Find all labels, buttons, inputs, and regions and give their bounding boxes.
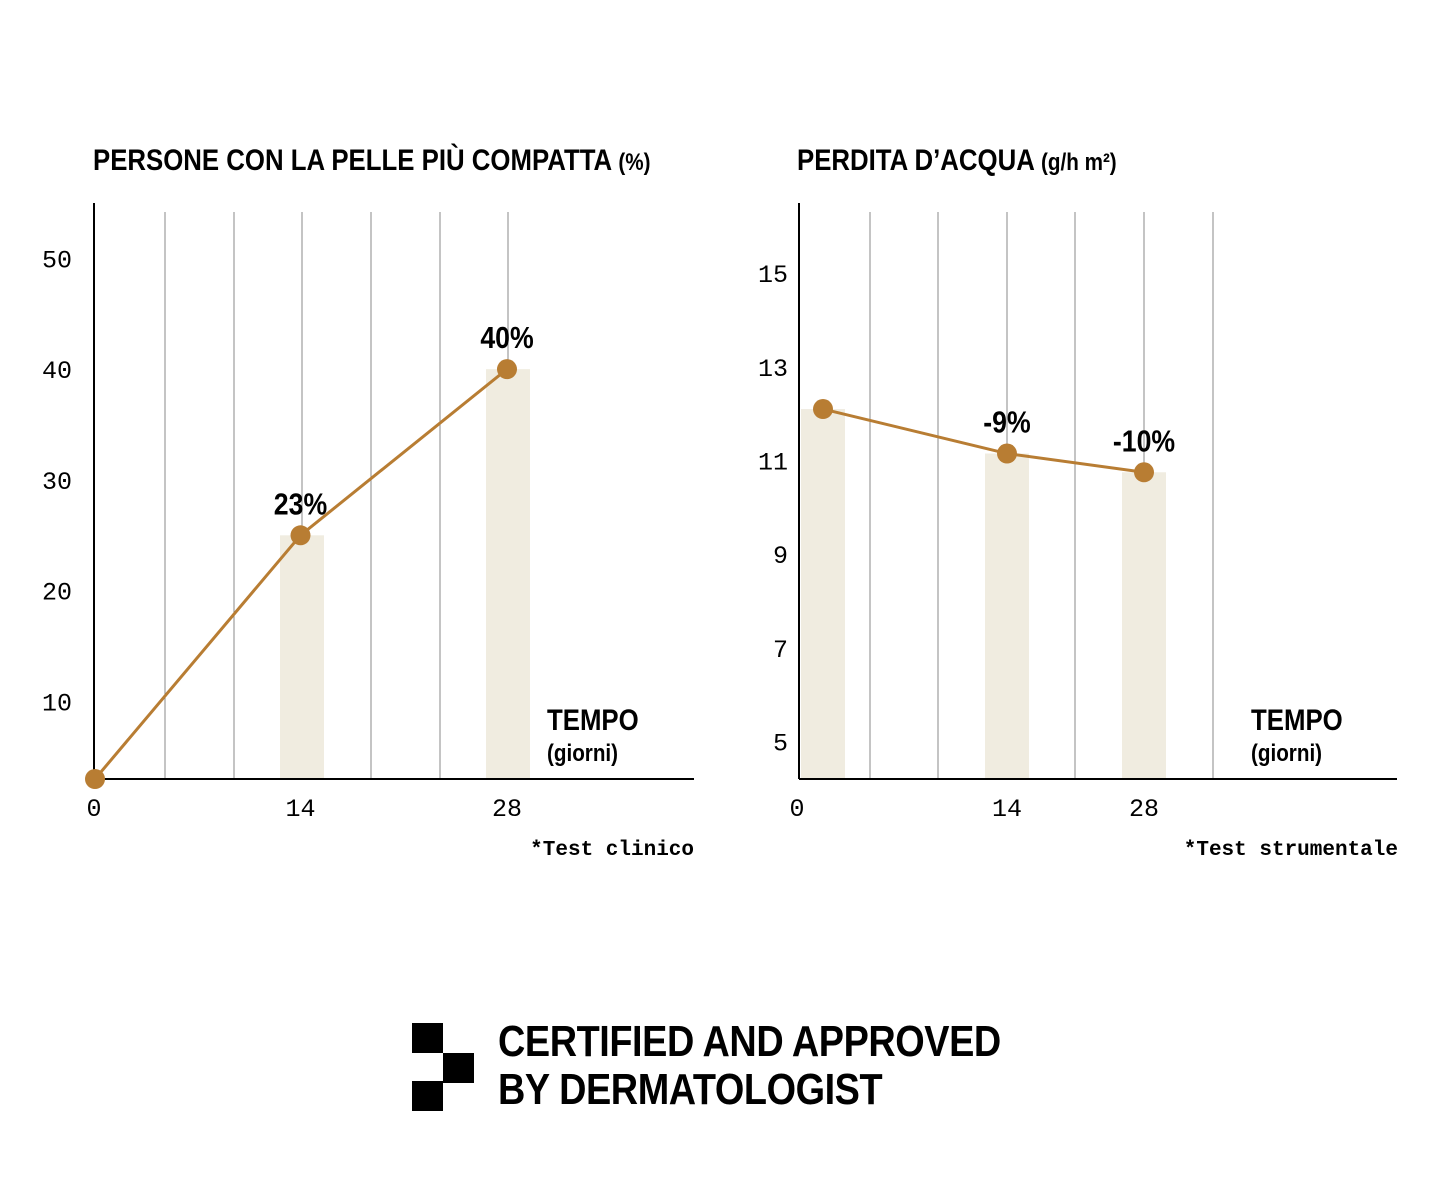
footnote: *Test clinico [530,839,694,862]
bar [801,409,845,779]
x-tick-label: 28 [492,795,522,824]
data-label: -10% [1113,424,1175,458]
y-tick-label: 50 [42,246,72,275]
y-tick-label: 5 [773,730,788,759]
y-tick-label: 15 [758,261,788,290]
x-tick-label: 0 [86,795,101,824]
data-point [85,769,105,789]
data-point [497,359,517,380]
data-point [290,525,311,546]
certification-line-2: BY DERMATOLOGIST [498,1065,883,1114]
bar [1122,472,1166,779]
chart-compact-skin: PERSONE CON LA PELLE PIÙ COMPATTA (%) 10 2… [42,143,694,862]
data-point [813,399,833,420]
y-tick-label: 13 [758,355,788,384]
y-tick-label: 20 [42,579,72,608]
chart-title-unit: (%) [618,149,650,176]
data-label: 40% [480,321,533,355]
chart-title-unit: (g/h m²) [1041,149,1117,176]
chart-title: PERSONE CON LA PELLE PIÙ COMPATTA (%) [93,143,650,176]
chart-water-loss: PERDITA D’ACQUA (g/h m²) 5 7 9 11 13 15 0 14 28 -9… [758,143,1398,862]
data-point [1134,462,1154,483]
x-tick-label: 28 [1129,795,1159,824]
x-tick-label: 14 [992,795,1022,824]
x-axis-label: TEMPO [1251,703,1343,736]
bar [486,369,530,779]
checker-logo-icon [412,1023,474,1111]
y-tick-label: 11 [758,449,788,478]
y-tick-label: 7 [773,636,788,665]
chart-title-main: PERSONE CON LA PELLE PIÙ COMPATTA [93,143,618,176]
x-axis-sublabel: (giorni) [1251,740,1322,767]
x-axis-sublabel: (giorni) [547,740,618,767]
y-tick-label: 40 [42,357,72,386]
footnote: *Test strumentale [1184,839,1398,862]
certification-line-1: CERTIFIED AND APPROVED [498,1017,1001,1066]
y-tick-label: 10 [42,689,72,718]
x-tick-label: 0 [789,795,804,824]
x-axis-label: TEMPO [547,703,639,736]
data-label: -9% [983,406,1030,440]
certification-text: CERTIFIED AND APPROVED BY DERMATOLOGIST [498,1018,1001,1114]
data-label: 23% [274,488,327,522]
y-tick-label: 30 [42,468,72,497]
chart-title-main: PERDITA D’ACQUA [797,143,1041,176]
y-tick-label: 9 [773,542,788,571]
bar [280,535,324,779]
data-point [997,443,1017,464]
bar [985,453,1029,779]
chart-title: PERDITA D’ACQUA (g/h m²) [797,143,1117,176]
x-tick-label: 14 [285,795,315,824]
